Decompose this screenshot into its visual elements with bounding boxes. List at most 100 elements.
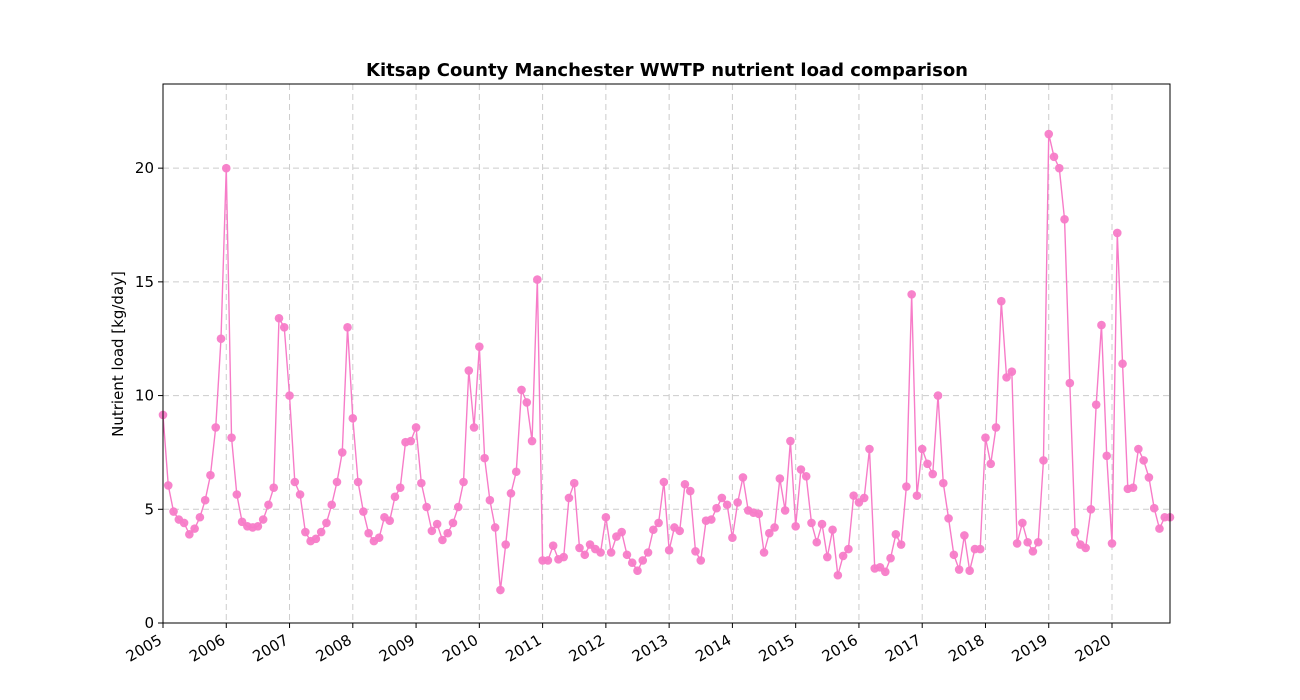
data-point [390,492,400,502]
y-tick-label: 20 [135,159,154,177]
x-tick-label: 2009 [376,631,418,666]
data-point [258,515,268,524]
y-tick-label: 10 [135,387,154,405]
data-point [211,423,221,432]
data-point [185,530,194,539]
data-point [865,444,874,454]
data-point [596,548,605,557]
data-point [569,478,579,488]
data-point [891,530,901,539]
data-point [796,465,806,474]
data-point [295,490,305,499]
data-point [1007,367,1017,376]
data-point [933,391,943,400]
data-point [501,540,511,549]
data-point [923,459,932,469]
data-point [290,477,300,487]
data-point [1054,163,1064,173]
data-point [564,493,574,503]
data-point [301,527,310,537]
data-point [828,525,837,535]
data-point [1149,503,1159,513]
data-point [965,566,974,575]
data-point [353,477,363,487]
data-point [285,391,294,400]
x-tick-label: 2017 [882,631,924,666]
data-point [712,503,721,513]
chart-title: Kitsap County Manchester WWTP nutrient l… [366,60,968,81]
data-point [480,453,489,463]
data-point [459,477,468,487]
data-point [206,470,215,480]
x-tick-label: 2016 [819,631,861,666]
data-point [485,495,495,505]
data-point [443,528,453,538]
data-point [949,550,959,560]
data-point [960,531,969,540]
data-point [232,490,242,499]
data-point [944,514,953,523]
x-tick-label: 2007 [249,631,291,666]
x-tick-label: 2012 [566,631,608,666]
data-point [801,472,811,481]
data-point [954,565,964,574]
x-tick-label: 2018 [945,631,987,666]
data-point [728,533,737,543]
data-point [1081,543,1090,553]
data-point [417,478,426,488]
data-point [327,500,337,510]
data-point [991,423,1001,432]
data-point [227,433,236,442]
data-point [385,516,395,525]
data-point [163,481,173,490]
x-tick-label: 2010 [439,631,481,666]
x-tick-label: 2005 [123,631,165,666]
data-point [1112,228,1122,238]
data-point [849,491,858,500]
data-point [1144,473,1154,482]
data-point [543,556,553,565]
data-point [253,522,263,531]
data-point [274,313,284,323]
data-point [981,433,990,442]
data-point [638,556,648,565]
data-point [395,483,405,492]
data-point [780,506,790,515]
data-point [791,522,800,531]
data-point [364,528,373,538]
data-point [859,493,869,503]
data-point [475,342,484,351]
data-point [601,512,611,522]
data-point [311,534,321,544]
data-point [221,163,231,173]
data-point [912,491,922,500]
data-point [469,423,479,432]
data-point [1065,378,1075,388]
data-point [359,507,368,516]
data-point [649,525,658,535]
data-point [1134,444,1143,454]
data-point [1033,537,1043,547]
data-point [190,524,199,533]
data-point [1039,456,1048,465]
data-point [996,296,1006,306]
data-point [633,566,642,575]
data-point [427,526,437,536]
data-point [1002,373,1011,382]
plot-frame [162,83,1171,624]
data-point [1091,400,1101,409]
data-point [1028,547,1038,556]
y-axis: 0 5 10 15 20 [135,159,163,632]
data-point [1018,518,1027,528]
data-point [200,495,210,505]
data-point [917,444,927,454]
data-point [1023,537,1032,547]
data-point [1044,129,1054,139]
data-point [332,477,342,487]
data-point [896,540,906,549]
data-point [195,512,205,522]
data-point [691,547,700,556]
y-tick-label: 5 [144,500,154,518]
x-axis: 2005 2006 2007 2008 2009 2010 2011 2012 2013 2014… [123,623,1114,666]
data-point [1097,320,1106,330]
